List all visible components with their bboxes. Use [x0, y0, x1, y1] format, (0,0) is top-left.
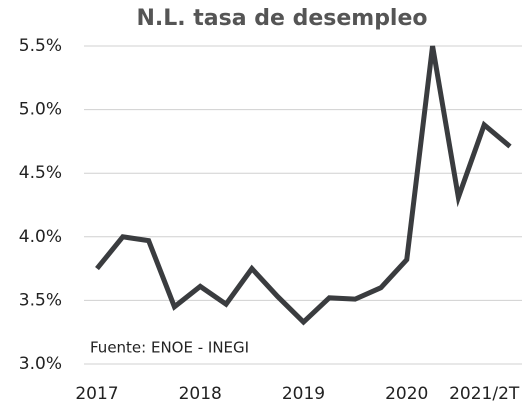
x-tick-label: 2017 — [75, 384, 118, 404]
chart-title: N.L. tasa de desempleo — [136, 6, 427, 31]
y-tick-label: 5.5% — [19, 36, 62, 56]
x-tick-label: 2021/2T — [449, 384, 520, 404]
annotation: Fuente: ENOE - INEGI — [90, 339, 249, 357]
y-tick-label: 3.5% — [19, 290, 62, 310]
x-tick-label: 2019 — [282, 384, 325, 404]
x-tick-label: 2018 — [179, 384, 222, 404]
y-tick-label: 4.0% — [19, 227, 62, 247]
x-tick-label: 2020 — [385, 384, 428, 404]
y-tick-label: 3.0% — [19, 354, 62, 374]
y-tick-label: 4.5% — [19, 163, 62, 183]
y-tick-label: 5.0% — [19, 100, 62, 120]
data-line — [95, 45, 512, 326]
